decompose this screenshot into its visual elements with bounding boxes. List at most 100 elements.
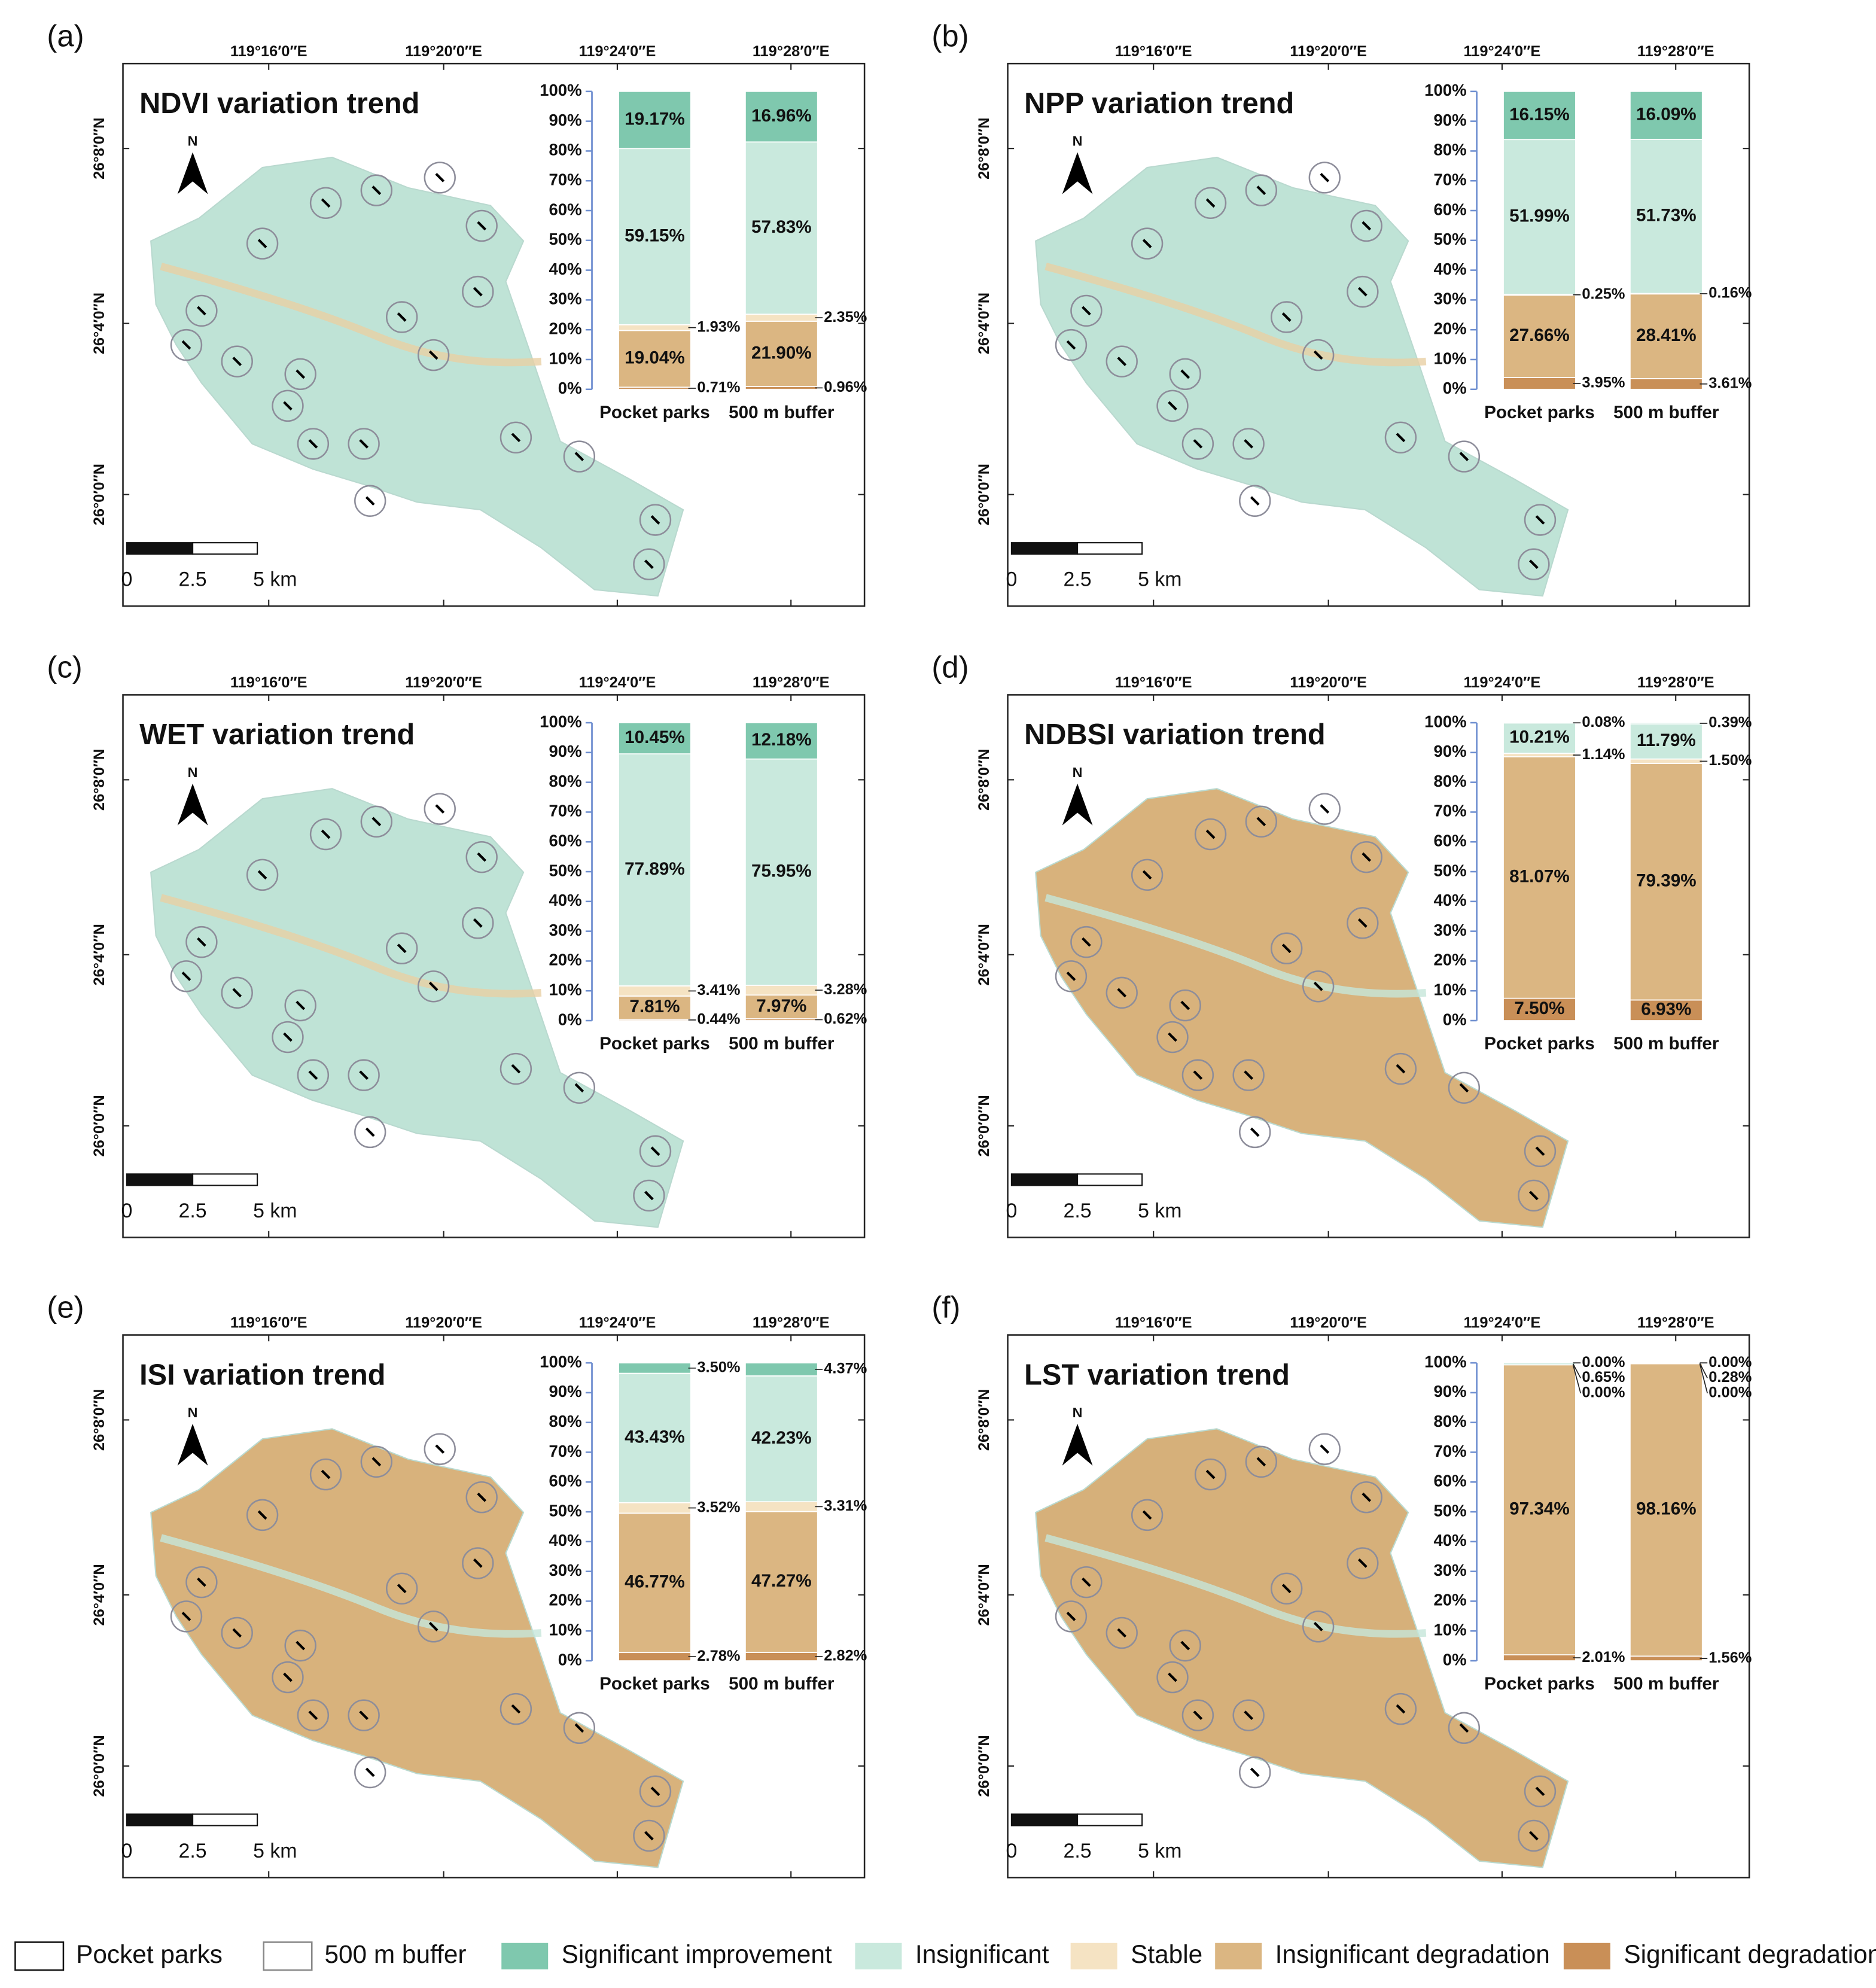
park-mark — [359, 1070, 368, 1080]
y-tick-label: 80% — [549, 772, 581, 790]
lon-label: 119°16′0″E — [230, 674, 307, 691]
data-label: 3.31% — [824, 1497, 867, 1514]
bar-segment — [745, 1375, 818, 1502]
buffer-outline — [385, 301, 418, 333]
y-tick-label: 20% — [549, 1591, 581, 1609]
y-tick-label: 100% — [540, 1352, 581, 1371]
y-tick-label: 30% — [1433, 1561, 1466, 1579]
park-mark — [1256, 817, 1266, 827]
y-tick-label: 10% — [549, 349, 581, 367]
panel-label: (c) — [47, 650, 82, 684]
river — [160, 263, 542, 367]
buffer-outline — [297, 1059, 330, 1091]
x-tick-label: Pocket parks — [1484, 1034, 1595, 1054]
park-mark — [1117, 988, 1127, 998]
bar-segment — [745, 90, 818, 143]
scale-label: 5 km — [253, 568, 297, 591]
data-label: 2.01% — [1582, 1649, 1625, 1666]
buffer-outline — [385, 932, 418, 964]
buffer-outline — [1350, 1481, 1382, 1514]
bar-segment — [1503, 1364, 1576, 1655]
data-label: 11.79% — [1637, 730, 1696, 750]
park-mark — [181, 1612, 191, 1621]
data-label: 0.44% — [697, 1011, 740, 1028]
chart-title: NDVI variation trend — [139, 87, 419, 120]
north-arrow — [177, 1423, 208, 1466]
lon-label: 119°20′0″E — [405, 43, 482, 60]
label-leader — [1699, 1363, 1708, 1394]
buffer-outline — [185, 294, 218, 327]
legend-label: Pocket parks — [76, 1940, 223, 1968]
lat-label: 26°0′0″N — [91, 464, 108, 525]
map-frame — [122, 62, 866, 607]
data-label: 10.45% — [625, 727, 685, 747]
lat-label: 26°4′0″N — [91, 293, 108, 354]
data-label: 0.71% — [697, 379, 740, 396]
park-mark — [1256, 185, 1266, 195]
bar-segment — [745, 1501, 818, 1512]
river — [160, 894, 542, 998]
y-tick-label: 50% — [549, 1501, 581, 1520]
buffer-outline — [633, 1179, 665, 1212]
y-tick-label: 50% — [1433, 230, 1466, 248]
y-tick-label: 70% — [549, 802, 581, 820]
park-mark — [321, 198, 331, 208]
data-label: 3.61% — [1708, 375, 1752, 392]
panel: (d) 119°16′0″E 119°20′0″E 119°24′0″E 119°28′… — [931, 650, 1752, 1238]
buffer-outline — [1055, 1600, 1088, 1633]
park-mark — [1193, 1710, 1203, 1721]
data-label: 3.50% — [697, 1359, 740, 1376]
data-label: 21.90% — [751, 343, 812, 363]
data-label: 0.62% — [824, 1010, 867, 1027]
park-mark — [477, 221, 487, 231]
bar-segment — [1503, 753, 1576, 757]
lon-label: 119°16′0″E — [1115, 674, 1192, 691]
data-label: 0.08% — [1582, 714, 1625, 730]
data-label: 43.43% — [625, 1427, 685, 1447]
lon-label: 119°20′0″E — [405, 1314, 482, 1331]
buffer-outline — [246, 858, 279, 891]
park-mark — [283, 1032, 293, 1042]
bar-segment — [745, 722, 818, 760]
y-tick-label: 40% — [1433, 1531, 1466, 1549]
park-mark — [1142, 870, 1152, 880]
buffer-outline — [1181, 1699, 1214, 1731]
lon-label: 119°24′0″E — [1464, 1314, 1541, 1331]
lat-label: 26°8′0″N — [976, 749, 992, 811]
park-mark — [283, 401, 293, 411]
buffer-outline — [284, 358, 316, 391]
data-label: 7.81% — [629, 997, 680, 1016]
data-label: 1.14% — [1582, 746, 1625, 763]
park-mark — [321, 829, 331, 839]
north-arrow — [177, 152, 208, 194]
buffer-outline — [1271, 1572, 1303, 1605]
x-tick-label: 500 m buffer — [1613, 1674, 1719, 1694]
scale-label: 0 — [1006, 568, 1017, 591]
data-label: 46.77% — [625, 1572, 685, 1592]
chart-title: NPP variation trend — [1024, 87, 1294, 120]
data-label: 0.39% — [1708, 714, 1752, 731]
park-mark — [574, 1083, 584, 1093]
lon-label: 119°20′0″E — [1290, 674, 1367, 691]
y-tick-label: 30% — [1433, 921, 1466, 939]
label-leader — [1699, 1363, 1708, 1378]
park-mark — [232, 357, 242, 367]
park-mark — [1168, 1672, 1177, 1682]
buffer-outline — [1239, 485, 1271, 517]
park-mark — [1529, 1191, 1539, 1201]
data-label: 0.96% — [824, 379, 867, 395]
y-tick-label: 30% — [549, 290, 581, 308]
scale-label: 5 km — [253, 1840, 297, 1862]
buffer-outline — [1070, 294, 1103, 327]
x-tick-label: Pocket parks — [1484, 403, 1595, 422]
panel: (b) 119°16′0″E 119°20′0″E 119°24′0″E 119°28′… — [931, 19, 1752, 607]
y-tick-label: 90% — [1433, 742, 1466, 760]
park-mark — [296, 1640, 306, 1651]
park-mark — [308, 1710, 318, 1721]
legend-swatch — [1069, 1941, 1119, 1971]
lat-label: 26°4′0″N — [91, 1564, 108, 1625]
buffer-outline — [1106, 976, 1138, 1009]
panel: (c) 119°16′0″E 119°20′0″E 119°24′0″E 119°28′… — [47, 650, 867, 1238]
park-mark — [644, 1831, 654, 1841]
park-mark — [1459, 452, 1469, 461]
